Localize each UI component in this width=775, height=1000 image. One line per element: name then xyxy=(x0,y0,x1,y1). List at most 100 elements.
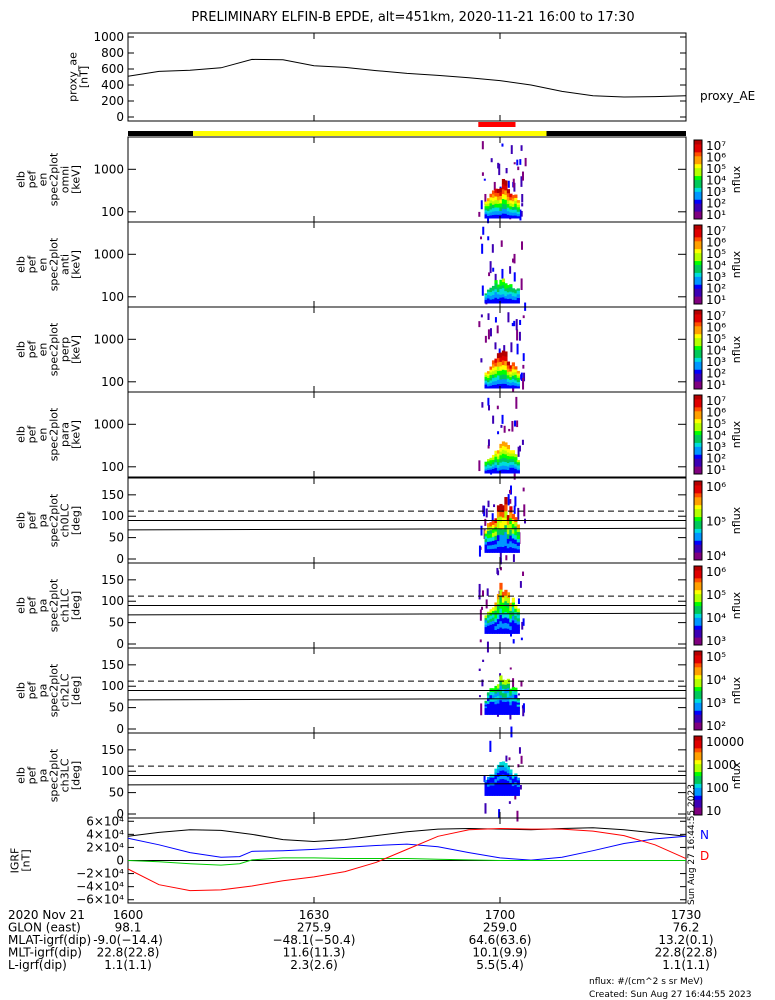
spectrogram-pixel xyxy=(513,320,516,327)
spectrogram-pixel xyxy=(499,528,503,535)
spectrogram-pixel xyxy=(511,533,515,539)
energy-panel-0-y-label-line: [keV] xyxy=(70,165,83,194)
spectrogram-pixel xyxy=(509,614,513,619)
colorbar-swatch xyxy=(694,349,702,354)
spectrogram-pixel xyxy=(501,596,506,603)
spectrogram-pixel xyxy=(486,385,491,389)
spectrogram-pixel xyxy=(496,379,501,385)
spectrogram-pixel xyxy=(496,772,501,777)
colorbar-swatch xyxy=(694,566,702,571)
spectrogram-pixel xyxy=(516,630,520,634)
spectrogram-pixel xyxy=(514,604,518,609)
colorbar-swatch xyxy=(694,276,702,281)
spectrogram-pixel xyxy=(489,544,493,550)
spectrogram-pixel xyxy=(522,708,525,717)
spectrogram-pixel xyxy=(496,791,501,796)
spectrogram-pixel xyxy=(484,781,488,785)
spectrogram-pixel xyxy=(507,180,510,188)
spectrogram-pixel xyxy=(514,465,518,469)
spectrogram-pixel xyxy=(483,178,486,181)
status-segment xyxy=(128,131,194,136)
spectrogram-pixel xyxy=(486,375,491,378)
pitch-panel-2-y-label-line: spec2plot xyxy=(48,663,61,717)
pitch-panel-2-y-label-line: elb xyxy=(15,682,28,699)
spectrogram-pixel xyxy=(499,195,503,200)
spectrogram-pixel xyxy=(511,371,515,376)
spectrogram-pixel xyxy=(516,545,520,550)
spectrogram-pixel xyxy=(486,625,491,629)
colorbar-tick-label: 10⁶ xyxy=(706,151,726,165)
spectrogram-pixel xyxy=(504,606,508,613)
spectrogram-pixel xyxy=(491,691,496,696)
spectrogram-pixel xyxy=(496,325,499,334)
colorbar-tick-label: 10⁷ xyxy=(706,224,726,238)
spectrogram-pixel xyxy=(506,374,511,379)
spectrogram-pixel xyxy=(499,454,503,459)
spectrogram-pixel xyxy=(494,629,498,634)
colorbar-swatch xyxy=(694,706,702,711)
colorbar-frame xyxy=(693,394,703,475)
spectrogram-pixel xyxy=(484,193,487,205)
spectrogram-pixel xyxy=(523,372,526,382)
spectrogram-pixel xyxy=(511,542,515,549)
spectrogram-pixel xyxy=(509,288,513,292)
colorbar-swatch xyxy=(694,377,702,382)
spectrogram-pixel xyxy=(489,328,492,337)
spectrogram-pixel xyxy=(514,458,518,462)
spectrogram-pixel xyxy=(516,379,520,383)
spectrogram-pixel xyxy=(489,379,493,384)
spectrogram-pixel xyxy=(499,300,503,304)
spectrogram-pixel xyxy=(516,538,520,543)
spectrogram-pixel xyxy=(484,215,488,219)
plot-title: PRELIMINARY ELFIN-B EPDE, alt=451km, 202… xyxy=(191,10,634,25)
spectrogram-pixel xyxy=(489,211,493,216)
spectrogram-pixel xyxy=(499,699,503,706)
spectrogram-pixel xyxy=(494,606,498,611)
colorbar-swatch xyxy=(694,751,702,757)
colorbar-swatch xyxy=(694,702,702,707)
spectrogram-pixel xyxy=(486,617,491,621)
spectrogram-pixel xyxy=(519,581,522,588)
spectrogram-pixel xyxy=(491,548,496,553)
spectrogram-pixel xyxy=(514,379,518,384)
spectrogram-pixel xyxy=(514,496,517,507)
igrf-y-label-line: IGRF xyxy=(9,848,22,874)
spectrogram-pixel xyxy=(484,535,488,540)
spectrogram-pixel xyxy=(489,208,493,213)
spectrogram-pixel xyxy=(499,297,503,301)
spectrogram-pixel xyxy=(484,296,488,299)
colorbar-swatch xyxy=(694,406,702,412)
spectrogram-pixel xyxy=(499,709,503,715)
spectrogram-pixel xyxy=(494,467,498,471)
spectrogram-pixel xyxy=(491,290,496,293)
spectrogram-pixel xyxy=(511,293,515,297)
spectrogram-pixel xyxy=(514,371,518,375)
spectrogram-pixel xyxy=(494,188,498,193)
spectrogram-pixel xyxy=(511,381,515,386)
spectrogram-pixel xyxy=(524,157,527,167)
energy-panel-2-frame xyxy=(127,306,687,393)
spectrogram-pixel xyxy=(516,468,520,471)
spectrogram-pixel xyxy=(509,535,513,542)
spectrogram-pixel xyxy=(514,691,518,695)
spectrogram-pixel xyxy=(481,141,484,150)
spectrogram-pixel xyxy=(506,529,511,535)
colorbar-tick-label: 10³ xyxy=(706,440,726,454)
spectrogram-pixel xyxy=(491,360,496,365)
colorbar-swatch xyxy=(694,779,702,784)
spectrogram-pixel xyxy=(506,210,511,215)
spectrogram-pixel xyxy=(498,809,501,818)
spectrogram-pixel xyxy=(491,610,496,615)
spectrogram-pixel xyxy=(496,361,501,367)
spectrogram-pixel xyxy=(499,791,503,796)
colorbar-swatch xyxy=(694,147,702,153)
spectrogram-pixel xyxy=(504,300,508,304)
spectrogram-pixel xyxy=(504,705,508,711)
spectrogram-pixel xyxy=(516,708,520,711)
spectrogram-pixel xyxy=(484,382,488,385)
spectrogram-pixel xyxy=(506,378,511,382)
spectrogram-pixel xyxy=(504,503,508,512)
spectrogram-pixel xyxy=(494,700,498,705)
spectrogram-pixel xyxy=(496,196,501,201)
